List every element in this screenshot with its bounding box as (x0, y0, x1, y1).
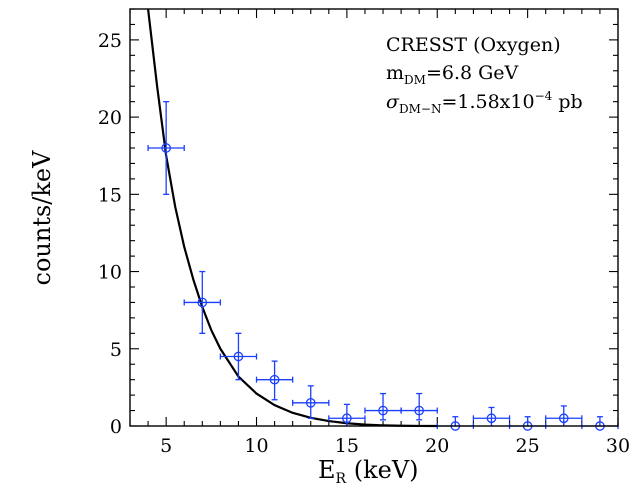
y-tick-label: 15 (98, 184, 122, 206)
data-marker (486, 413, 497, 424)
y-tick-label: 0 (110, 416, 122, 438)
points-layer (147, 101, 619, 431)
data-marker (414, 405, 425, 416)
y-tick-label: 25 (98, 30, 122, 52)
y-tick-label: 10 (98, 262, 122, 284)
y-axis-title: counts/keV (28, 150, 56, 286)
data-marker (342, 413, 352, 424)
y-tick-label: 20 (98, 107, 122, 129)
data-point (508, 416, 547, 431)
data-marker (269, 374, 280, 385)
data-marker (378, 405, 388, 416)
data-point (400, 392, 438, 421)
data-point (472, 406, 511, 426)
data-point (183, 270, 222, 334)
data-marker (233, 351, 244, 362)
data-marker (161, 143, 171, 153)
annotation-line-1: CRESST (Oxygen) (386, 34, 561, 56)
x-tick-label: 5 (160, 435, 172, 457)
data-point (364, 392, 402, 421)
x-tick-label: 10 (244, 435, 268, 457)
model-curve (146, 8, 438, 428)
x-tick-label: 30 (606, 435, 630, 457)
plot-frame (129, 8, 619, 427)
annotation-line-2: mDM=6.8 GeV (386, 62, 519, 87)
data-marker (558, 413, 569, 424)
data-point (436, 416, 475, 431)
x-axis-title: ER (keV) (318, 456, 419, 487)
data-point (545, 405, 583, 426)
data-point (328, 403, 366, 426)
data-point (219, 332, 258, 381)
x-tick-label: 20 (425, 435, 449, 457)
curve-layer (146, 8, 438, 428)
data-point (581, 416, 619, 431)
labels-layer: 5 10 15 20 25 30 0 5 10 15 20 25 (98, 30, 630, 457)
annotation: CRESST (Oxygen) mDM=6.8 GeV σDM−N=1.58x1… (386, 34, 583, 116)
y-tick-label: 5 (110, 339, 122, 361)
data-marker (197, 297, 208, 308)
data-point (292, 385, 330, 419)
annotation-line-3: σDM−N=1.58x10−4 pb (386, 89, 583, 116)
data-point (255, 360, 294, 401)
x-tick-label: 15 (335, 435, 359, 457)
data-marker (305, 397, 316, 408)
data-point (147, 101, 185, 195)
x-tick-label: 25 (516, 435, 540, 457)
ticks-layer (129, 8, 619, 427)
